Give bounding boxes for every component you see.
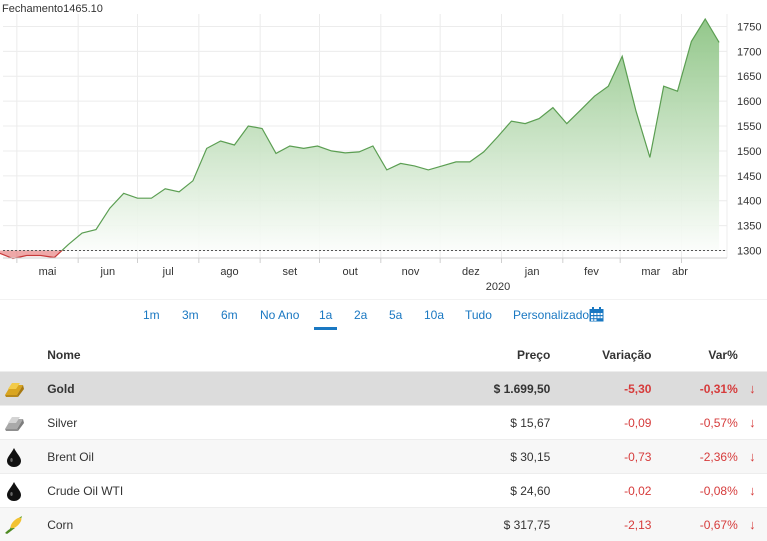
time-range-selector: 1m 3m 6m No Ano 1a 2a 5a 10a Tudo Person…	[0, 302, 767, 332]
table-row-corn[interactable]: Corn $ 317,75 -2,13 -0,67% ↓	[0, 508, 767, 541]
range-custom[interactable]: Personalizado	[513, 308, 589, 322]
table-row-silver[interactable]: Silver $ 15,67 -0,09 -0,57% ↓	[0, 406, 767, 440]
x-tick-label: ago	[220, 266, 238, 278]
table-row-crude-oil-wti[interactable]: Crude Oil WTI $ 24,60 -0,02 -0,08% ↓	[0, 474, 767, 508]
y-tick-label: 1350	[737, 221, 761, 233]
header-price[interactable]: Preço	[406, 338, 551, 372]
x-tick-label: abr	[672, 266, 688, 278]
row-pct: -0,08%	[651, 474, 737, 508]
header-pct[interactable]: Var%	[651, 338, 737, 372]
commodities-table: Nome Preço Variação Var% Gold $ 1.699,50…	[0, 338, 767, 541]
x-tick-label: fev	[584, 266, 599, 278]
range-1m[interactable]: 1m	[143, 308, 160, 322]
table-header-row: Nome Preço Variação Var%	[0, 338, 767, 372]
chart-title: Fechamento1465.10	[2, 3, 103, 15]
range-6m[interactable]: 6m	[221, 308, 238, 322]
price-chart[interactable]: Fechamento1465.10 1300 1350 1400 1450 1500 15…	[0, 0, 767, 300]
row-price: $ 317,75	[406, 508, 551, 541]
row-name[interactable]: Corn	[47, 508, 406, 541]
range-1a[interactable]: 1a	[314, 308, 337, 330]
x-tick-label: mar	[641, 266, 660, 278]
row-change: -0,73	[550, 440, 651, 474]
row-change: -0,09	[550, 406, 651, 440]
y-tick-label: 1600	[737, 96, 761, 108]
x-tick-label: set	[282, 266, 297, 278]
header-change[interactable]: Variação	[550, 338, 651, 372]
y-tick-label: 1700	[737, 46, 761, 58]
x-tick-label: jul	[162, 266, 174, 278]
table-row-brent-oil[interactable]: Brent Oil $ 30,15 -0,73 -2,36% ↓	[0, 440, 767, 474]
row-name[interactable]: Silver	[47, 406, 406, 440]
y-tick-label: 1750	[737, 21, 761, 33]
row-price: $ 30,15	[406, 440, 551, 474]
y-tick-label: 1450	[737, 171, 761, 183]
gold-bar-icon	[3, 380, 25, 398]
row-change: -0,02	[550, 474, 651, 508]
x-tick-label: jun	[99, 266, 115, 278]
row-change: -2,13	[550, 508, 651, 541]
row-price: $ 1.699,50	[406, 372, 551, 406]
header-name[interactable]: Nome	[47, 338, 406, 372]
silver-bar-icon	[3, 414, 25, 432]
y-tick-label: 1300	[737, 246, 761, 258]
arrow-down-icon: ↓	[749, 483, 756, 498]
price-area-fill	[0, 19, 719, 259]
x-tick-label: nov	[402, 266, 420, 278]
calendar-icon[interactable]	[589, 307, 604, 322]
table-row-gold[interactable]: Gold $ 1.699,50 -5,30 -0,31% ↓	[0, 372, 767, 406]
y-tick-label: 1400	[737, 196, 761, 208]
arrow-down-icon: ↓	[749, 381, 756, 396]
x-tick-label: jan	[524, 266, 540, 278]
x-tick-label: out	[343, 266, 358, 278]
x-tick-label: mai	[39, 266, 57, 278]
y-tick-label: 1650	[737, 71, 761, 83]
row-pct: -0,57%	[651, 406, 737, 440]
y-tick-label: 1500	[737, 146, 761, 158]
oil-drop-icon	[3, 481, 25, 501]
row-price: $ 24,60	[406, 474, 551, 508]
range-2a[interactable]: 2a	[354, 308, 367, 322]
row-name[interactable]: Gold	[47, 372, 406, 406]
range-all[interactable]: Tudo	[465, 308, 492, 322]
x-tick-label: dez	[462, 266, 480, 278]
chart-plot-area	[0, 19, 727, 259]
range-5a[interactable]: 5a	[389, 308, 402, 322]
corn-icon	[3, 515, 25, 535]
arrow-down-icon: ↓	[749, 449, 756, 464]
row-pct: -2,36%	[651, 440, 737, 474]
row-price: $ 15,67	[406, 406, 551, 440]
row-name[interactable]: Brent Oil	[47, 440, 406, 474]
range-3m[interactable]: 3m	[182, 308, 199, 322]
row-pct: -0,67%	[651, 508, 737, 541]
x-axis-year-label: 2020	[486, 281, 510, 293]
y-axis-ticks: 1300 1350 1400 1450 1500 1550 1600 1650 1700 1750	[737, 21, 761, 257]
oil-drop-icon	[3, 447, 25, 467]
arrow-down-icon: ↓	[749, 415, 756, 430]
range-ytd[interactable]: No Ano	[260, 308, 299, 322]
row-name[interactable]: Crude Oil WTI	[47, 474, 406, 508]
y-tick-label: 1550	[737, 121, 761, 133]
row-pct: -0,31%	[651, 372, 737, 406]
row-change: -5,30	[550, 372, 651, 406]
arrow-down-icon: ↓	[749, 517, 756, 532]
range-10a[interactable]: 10a	[424, 308, 444, 322]
